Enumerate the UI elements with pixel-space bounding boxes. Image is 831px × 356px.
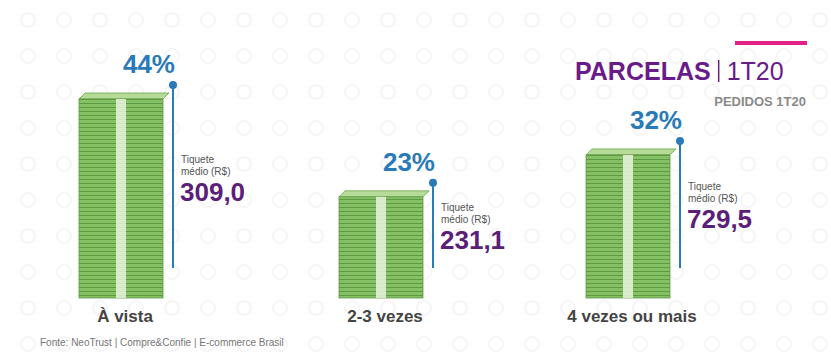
ticket-value: 729,5 bbox=[687, 204, 752, 234]
bill-band bbox=[116, 99, 126, 298]
ticket-value: 309,0 bbox=[180, 177, 245, 207]
bar bbox=[339, 197, 423, 298]
stack-top bbox=[339, 191, 429, 197]
data-label: 44% bbox=[123, 49, 175, 79]
stack-top bbox=[79, 93, 169, 99]
bill-band bbox=[623, 155, 633, 298]
leader-line bbox=[172, 85, 174, 268]
stack-top bbox=[586, 149, 676, 155]
chart: PARCELAS 1T20 PEDIDOS 1T20 Fonte: NeoTrust … bbox=[0, 0, 831, 356]
leader-dot bbox=[169, 81, 177, 89]
chart-root: PARCELAS 1T20 PEDIDOS 1T20 Fonte: NeoTrust … bbox=[0, 0, 831, 356]
bar-group bbox=[339, 179, 437, 298]
leader-line bbox=[432, 183, 434, 268]
bar bbox=[586, 155, 670, 298]
leader-dot bbox=[429, 179, 437, 187]
bar-group bbox=[586, 137, 684, 298]
ticket-label: Tiquetemédio (R$) bbox=[688, 181, 737, 204]
ticket-value: 231,1 bbox=[440, 225, 505, 255]
subtitle: PEDIDOS 1T20 bbox=[714, 94, 806, 109]
bar-group bbox=[79, 81, 177, 298]
leader-line bbox=[679, 141, 681, 268]
bar bbox=[79, 99, 163, 298]
category-label: 4 vezes ou mais bbox=[567, 307, 696, 326]
source: Fonte: NeoTrust | Compre&Confie | E-comm… bbox=[40, 337, 284, 348]
title-accent bbox=[735, 41, 807, 45]
leader-dot bbox=[676, 137, 684, 145]
category-label: À vista bbox=[97, 307, 153, 326]
title-period: 1T20 bbox=[727, 57, 784, 85]
category-label: 2-3 vezes bbox=[347, 307, 423, 326]
data-label: 32% bbox=[630, 105, 682, 135]
title-separator bbox=[718, 60, 720, 82]
title: PARCELAS bbox=[575, 57, 711, 85]
bill-band bbox=[376, 197, 386, 298]
data-label: 23% bbox=[383, 147, 435, 177]
ticket-label: Tiquetemédio (R$) bbox=[441, 202, 490, 225]
background-pattern bbox=[21, 13, 827, 351]
ticket-label: Tiquetemédio (R$) bbox=[181, 154, 230, 177]
